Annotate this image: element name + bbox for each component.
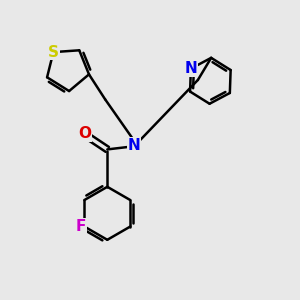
Text: N: N [184,61,197,76]
Text: F: F [76,219,86,234]
Text: O: O [78,126,91,141]
Text: N: N [128,138,140,153]
Text: S: S [48,45,59,60]
